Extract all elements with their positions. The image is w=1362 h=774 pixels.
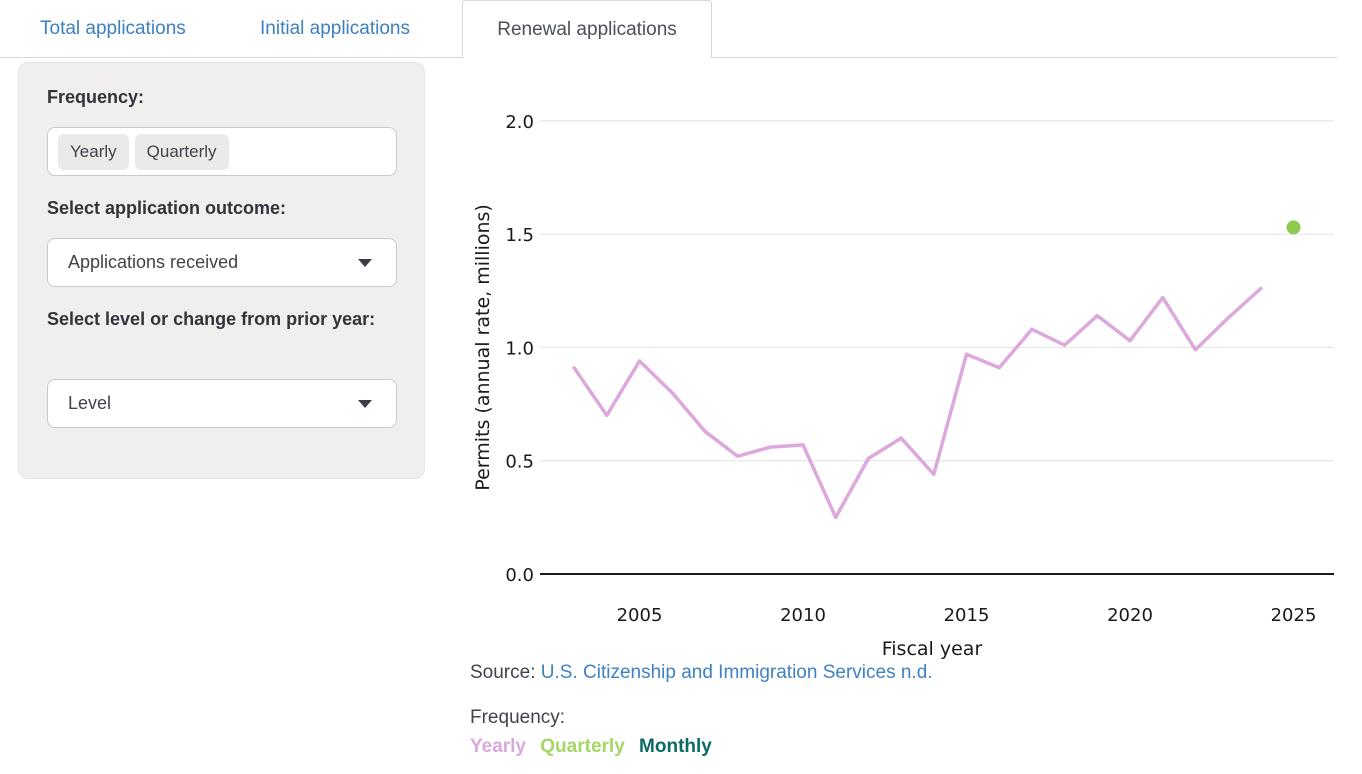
source-line: Source: U.S. Citizenship and Immigration… — [470, 662, 933, 684]
svg-text:Permits (annual rate, millions: Permits (annual rate, millions) — [472, 204, 494, 491]
frequency-label: Frequency: — [47, 87, 145, 107]
frequency-option-yearly[interactable]: Yearly — [58, 133, 129, 170]
svg-text:Fiscal year: Fiscal year — [882, 638, 983, 660]
frequency-legend: Yearly Quarterly Monthly — [470, 736, 721, 758]
frequency-option-quarterly[interactable]: Quarterly — [134, 133, 229, 170]
level-or-change-label: Select level or change from prior year: — [47, 309, 376, 329]
svg-text:2005: 2005 — [617, 605, 663, 626]
svg-text:2015: 2015 — [944, 605, 990, 626]
source-prefix: Source: — [470, 662, 536, 683]
level-or-change-value: Level — [68, 393, 112, 413]
tab-renewal-applications[interactable]: Renewal applications — [462, 0, 712, 58]
chevron-down-icon — [358, 399, 372, 408]
tab-bar: Total applications Initial applications … — [0, 0, 1362, 58]
svg-text:1.5: 1.5 — [505, 225, 534, 246]
application-outcome-label: Select application outcome: — [47, 198, 287, 218]
tab-total-applications[interactable]: Total applications — [40, 18, 186, 39]
source-link[interactable]: U.S. Citizenship and Immigration Service… — [540, 662, 933, 683]
svg-text:0.5: 0.5 — [505, 452, 534, 473]
svg-text:2020: 2020 — [1107, 605, 1153, 626]
svg-text:1.0: 1.0 — [505, 338, 534, 359]
controls-panel: Frequency: Yearly Quarterly Select appli… — [18, 62, 425, 479]
svg-text:2025: 2025 — [1271, 605, 1317, 626]
level-or-change-select[interactable]: Level — [47, 379, 397, 428]
legend-yearly[interactable]: Yearly — [470, 736, 526, 757]
footer-frequency-label: Frequency: — [470, 707, 566, 728]
frequency-selector: Yearly Quarterly — [47, 127, 397, 176]
legend-monthly[interactable]: Monthly — [639, 736, 712, 757]
application-outcome-value: Applications received — [68, 252, 239, 272]
svg-text:2.0: 2.0 — [505, 112, 534, 133]
chevron-down-icon — [358, 258, 372, 267]
svg-text:0.0: 0.0 — [505, 565, 534, 586]
legend-quarterly[interactable]: Quarterly — [540, 736, 625, 757]
svg-text:2010: 2010 — [780, 605, 826, 626]
application-outcome-select[interactable]: Applications received — [47, 238, 397, 287]
tab-initial-applications[interactable]: Initial applications — [260, 18, 410, 39]
